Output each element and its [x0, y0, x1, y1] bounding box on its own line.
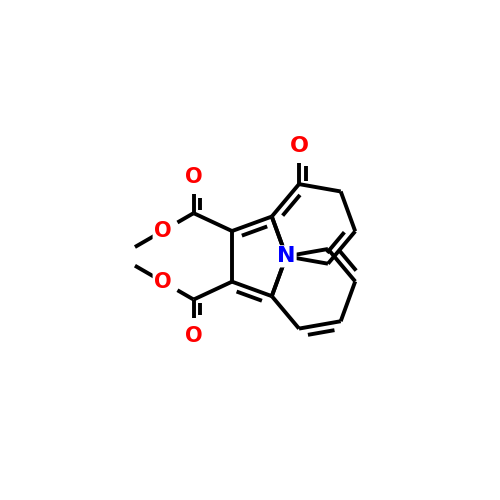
Text: O: O: [185, 167, 202, 187]
Text: O: O: [290, 136, 308, 156]
Text: O: O: [154, 272, 172, 291]
Text: N: N: [277, 246, 295, 266]
Text: O: O: [154, 221, 172, 241]
Text: O: O: [185, 326, 202, 345]
